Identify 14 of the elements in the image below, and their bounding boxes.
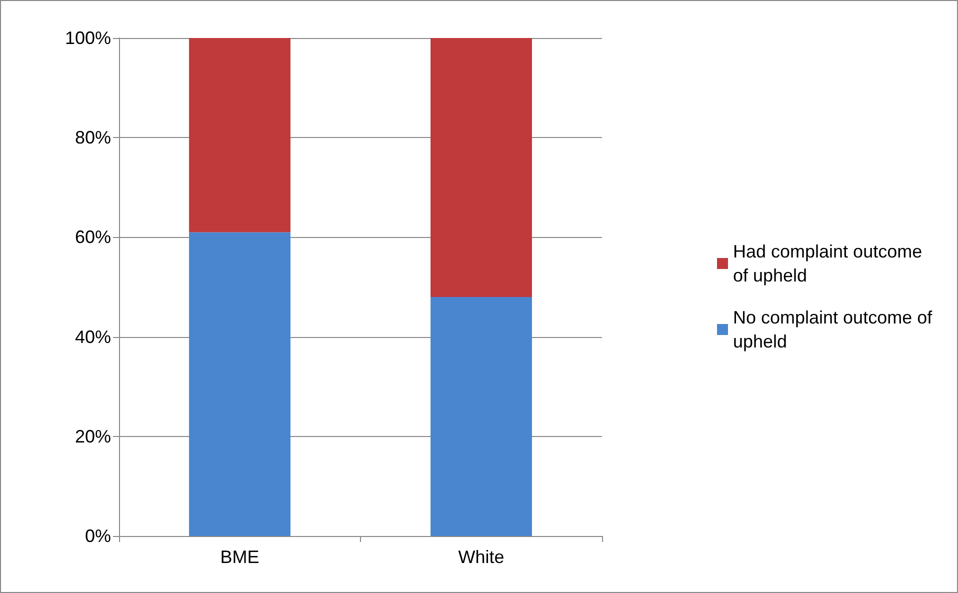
y-tick-label: 100%: [64, 28, 111, 48]
y-tick-label: 80%: [74, 128, 111, 148]
bar: [189, 38, 290, 232]
y-tick-label: 60%: [74, 227, 111, 248]
bar: [430, 38, 532, 297]
legend-label: Had complaint outcome of upheld: [733, 242, 928, 286]
x-tick-label: White: [458, 547, 504, 567]
bar: [430, 296, 532, 536]
y-tick-label: 40%: [74, 326, 111, 347]
bar: [189, 232, 290, 536]
legend-label: No complaint outcome of upheld: [733, 308, 938, 352]
x-tick-label: BME: [220, 547, 260, 567]
y-tick-label: 20%: [74, 426, 111, 446]
y-tick-label: 0%: [84, 526, 111, 546]
